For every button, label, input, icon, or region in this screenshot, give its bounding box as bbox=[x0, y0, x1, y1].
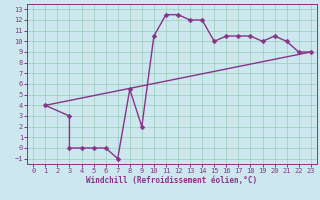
X-axis label: Windchill (Refroidissement éolien,°C): Windchill (Refroidissement éolien,°C) bbox=[86, 176, 258, 185]
